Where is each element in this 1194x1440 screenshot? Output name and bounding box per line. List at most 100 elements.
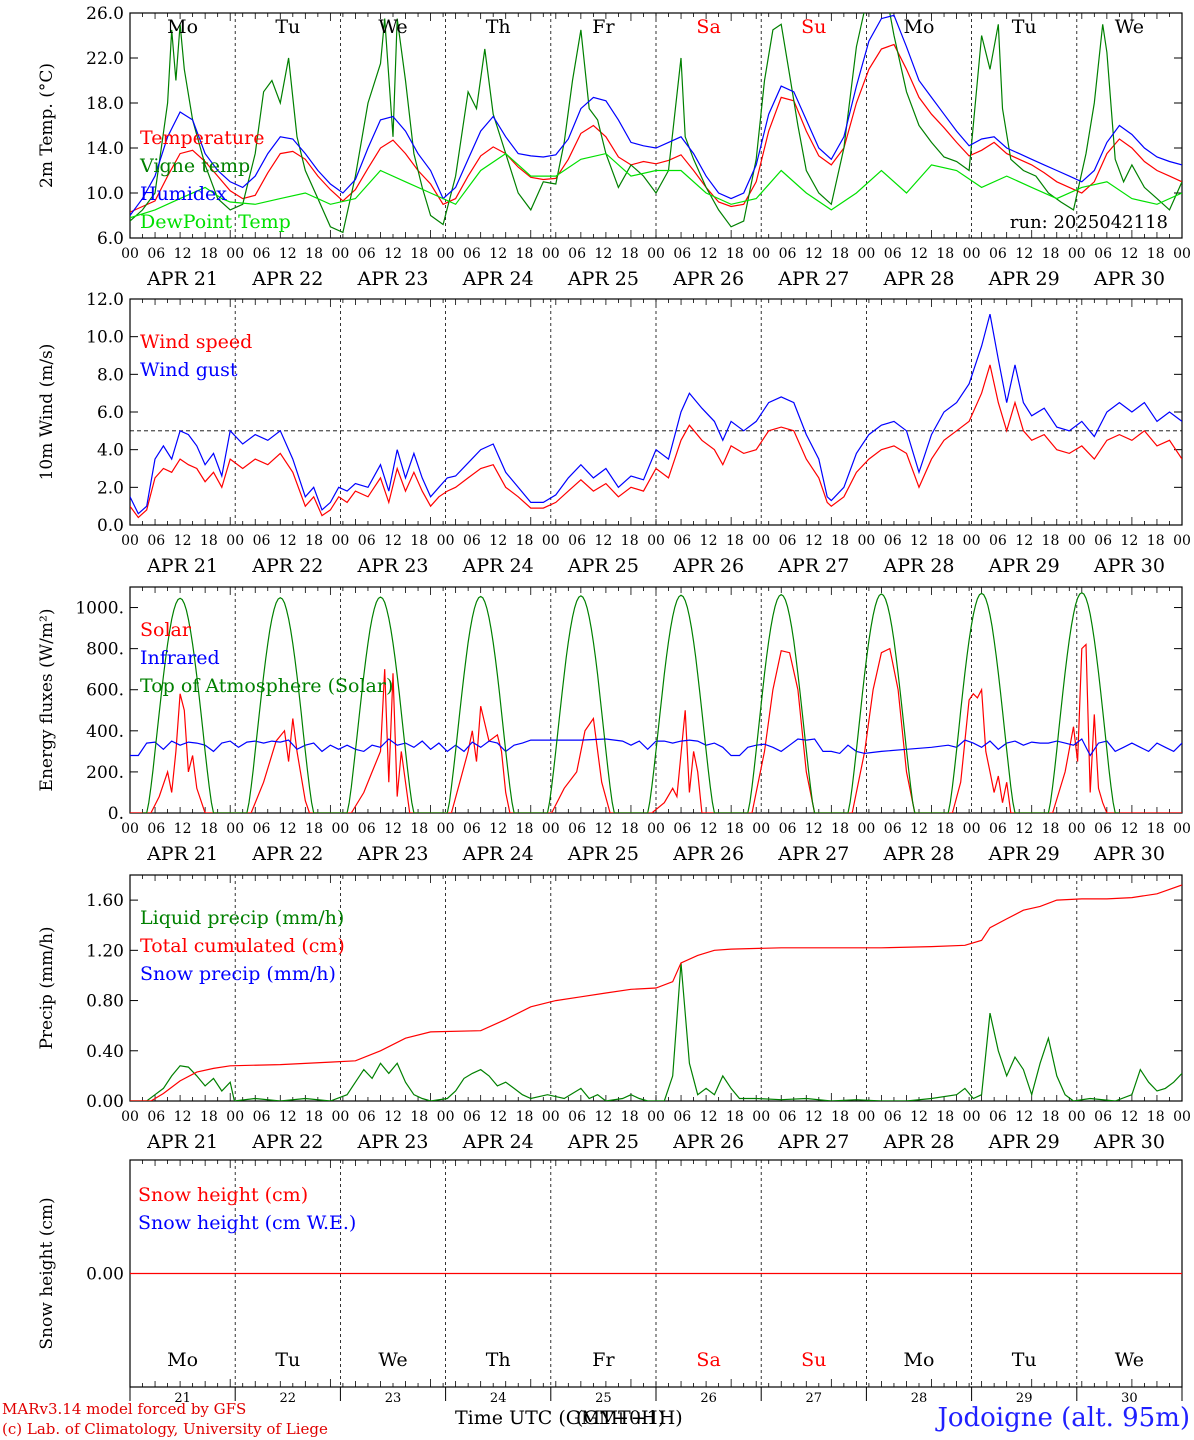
hour-label: 18 (410, 821, 428, 837)
hour-label: 00 (1173, 246, 1191, 262)
weekday-label: We (1115, 1349, 1144, 1371)
hour-label: 18 (516, 246, 534, 262)
legend-entry: Liquid precip (mm/h) (140, 907, 344, 929)
weekday-label: Th (486, 16, 511, 38)
hour-label: 12 (1015, 246, 1033, 262)
date-label: APR 27 (777, 843, 849, 865)
hour-label: 12 (594, 246, 612, 262)
weekday-label: Fr (592, 1349, 615, 1371)
date-label: APR 25 (567, 555, 639, 577)
date-label: APR 21 (146, 1131, 218, 1153)
hour-label: 18 (1147, 246, 1165, 262)
hour-label: 12 (910, 1109, 928, 1125)
legend-entry: Snow height (cm W.E.) (138, 1212, 356, 1234)
hour-label: 12 (174, 246, 192, 262)
date-label: APR 23 (356, 1131, 428, 1153)
weekday-label: Su (801, 1349, 826, 1371)
hour-label: 06 (884, 246, 902, 262)
hour-label: 00 (331, 1109, 349, 1125)
legend-entry: Snow precip (mm/h) (140, 963, 336, 985)
hour-label: 18 (621, 821, 639, 837)
hour-label: 00 (331, 246, 349, 262)
hour-label: 12 (700, 246, 718, 262)
hour-label: 18 (621, 533, 639, 549)
hour-label: 00 (1068, 246, 1086, 262)
hour-label: 06 (989, 1109, 1007, 1125)
hour-label: 06 (779, 1109, 797, 1125)
hour-label: 12 (384, 533, 402, 549)
weekday-label: Mo (904, 16, 935, 38)
hour-label: 00 (1068, 533, 1086, 549)
date-label: APR 26 (672, 1131, 744, 1153)
hour-label: 18 (1042, 246, 1060, 262)
hour-label: 12 (174, 533, 192, 549)
meteogram-panels: 6.0 10.0 14.0 18.0 22.0 26.0 2m Temp. (°C) Temp… (37, 4, 1191, 1406)
y-tick-label: 2.0 (97, 478, 124, 498)
series-group (130, 592, 1182, 813)
hour-label: 06 (253, 1109, 271, 1125)
hour-label: 18 (200, 821, 218, 837)
hour-label: 00 (331, 533, 349, 549)
y-tick-label: 0.00 (86, 1092, 124, 1112)
hour-label: 00 (963, 1109, 981, 1125)
legend-entry: Snow height (cm) (138, 1184, 308, 1206)
hour-label: 00 (1068, 1109, 1086, 1125)
hour-label: 12 (1120, 1109, 1138, 1125)
hour-label: 18 (936, 246, 954, 262)
legend-entry: Wind gust (140, 359, 238, 381)
hour-label: 06 (989, 533, 1007, 549)
hour-label: 06 (253, 533, 271, 549)
y-tick-label: 10.0 (86, 328, 124, 348)
weekday-label: Th (486, 1349, 511, 1371)
hour-label: 06 (463, 1109, 481, 1125)
hour-label: 12 (489, 533, 507, 549)
legend-entry: Wind speed (140, 331, 252, 353)
series-line (130, 643, 1182, 813)
hour-label: 00 (121, 533, 139, 549)
hour-label: 00 (1173, 821, 1191, 837)
date-label: APR 23 (356, 268, 428, 290)
hour-label: 00 (542, 1109, 560, 1125)
hour-label: 12 (1015, 533, 1033, 549)
y-tick-label: 18.0 (86, 94, 124, 114)
series-line (130, 364, 1182, 519)
hour-label: 00 (857, 1109, 875, 1125)
date-label: APR 30 (1093, 1131, 1165, 1153)
date-label: APR 23 (356, 843, 428, 865)
panel-3: 0. 200. 400. 600. 800. 1000. Energy fluxes (W/… (37, 586, 1191, 865)
date-label: APR 29 (988, 555, 1060, 577)
date-label: APR 30 (1093, 843, 1165, 865)
hour-label: 12 (1120, 821, 1138, 837)
date-label: APR 25 (567, 843, 639, 865)
weekday-label: We (378, 16, 407, 38)
date-label: APR 28 (882, 843, 954, 865)
date-label: APR 25 (567, 268, 639, 290)
weekday-label: Sa (696, 1349, 720, 1371)
hour-label: 06 (1094, 821, 1112, 837)
hour-label: 00 (542, 246, 560, 262)
hour-label: 06 (673, 821, 691, 837)
hour-label: 00 (437, 1109, 455, 1125)
hour-label: 06 (147, 246, 165, 262)
hour-label: 18 (516, 821, 534, 837)
hour-label: 06 (463, 246, 481, 262)
panel-5: 0.00 Snow height (cm) Snow height (cm) Snow… (37, 1159, 1183, 1406)
series-line (130, 962, 1182, 1101)
legend-entry: Solar (140, 619, 192, 641)
hour-label: 18 (410, 246, 428, 262)
hour-label: 06 (673, 533, 691, 549)
date-label: APR 23 (356, 555, 428, 577)
hour-label: 00 (647, 533, 665, 549)
date-label: APR 28 (882, 555, 954, 577)
date-label: APR 22 (251, 268, 323, 290)
hour-label: 00 (226, 533, 244, 549)
y-axis-title: Precip (mm/h) (37, 926, 57, 1049)
y-tick-label: 6.0 (97, 403, 124, 423)
hour-label: 00 (331, 821, 349, 837)
time-axis-label: Time UTC (GMT+0H) (455, 1407, 665, 1429)
hour-label: 12 (910, 821, 928, 837)
weekday-label: Mo (167, 16, 198, 38)
hour-label: 18 (1147, 821, 1165, 837)
hour-label: 06 (884, 1109, 902, 1125)
